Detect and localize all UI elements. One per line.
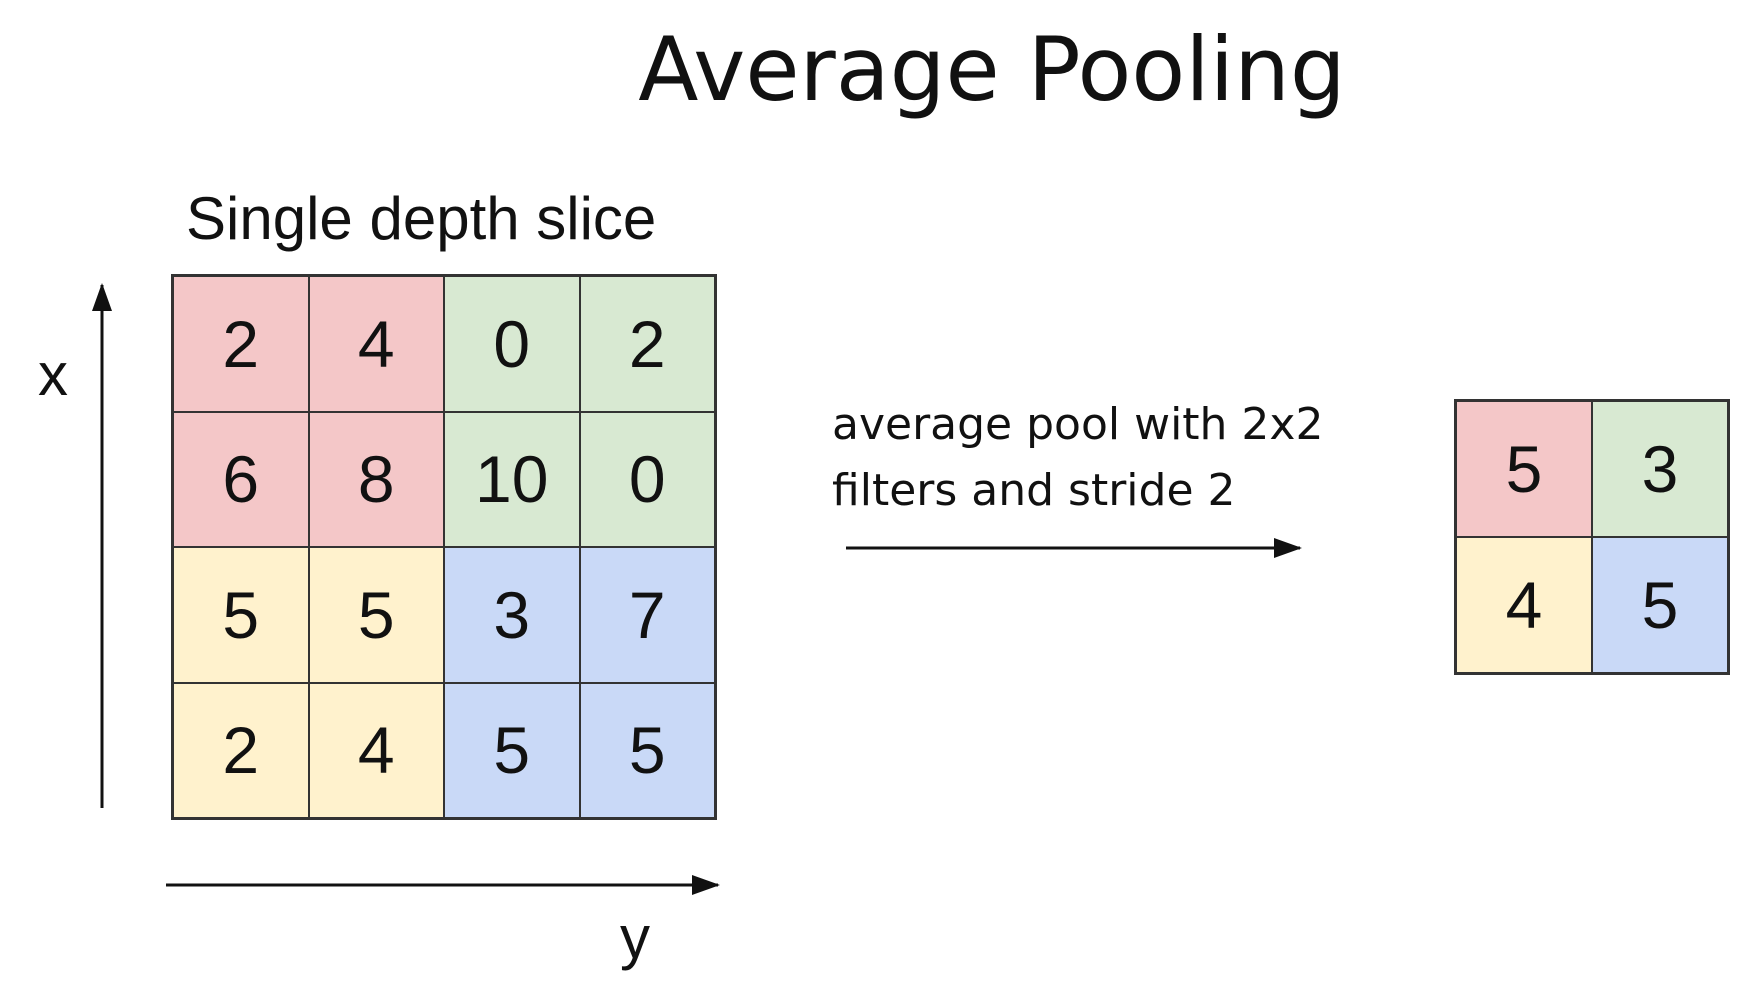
input-cell: 2 — [173, 276, 309, 412]
input-cell: 5 — [308, 547, 444, 683]
input-cell: 2 — [579, 276, 715, 412]
operation-line-2: filters and stride 2 — [832, 465, 1236, 516]
input-cell: 3 — [444, 547, 580, 683]
slice-label: Single depth slice — [186, 185, 657, 252]
input-cell: 4 — [308, 276, 444, 412]
input-cell: 2 — [173, 682, 309, 818]
operation-line-1: average pool with 2x2 — [832, 399, 1324, 450]
input-cell: 5 — [173, 547, 309, 683]
operation-label: average pool with 2x2 filters and stride… — [832, 392, 1323, 524]
input-cell: 6 — [173, 411, 309, 547]
output-cell: 3 — [1592, 401, 1728, 537]
input-cell: 8 — [308, 411, 444, 547]
input-cell: 7 — [579, 547, 715, 683]
input-cell: 10 — [444, 411, 580, 547]
input-cell: 4 — [308, 682, 444, 818]
input-cell: 5 — [579, 682, 715, 818]
output-cell: 4 — [1456, 537, 1592, 673]
output-cell: 5 — [1456, 401, 1592, 537]
x-axis-label: x — [38, 341, 68, 408]
input-cell: 5 — [444, 682, 580, 818]
input-matrix: 2 4 0 2 6 8 10 0 5 5 3 7 2 4 5 5 — [171, 274, 717, 820]
page-title: Average Pooling — [638, 18, 1346, 121]
y-axis-label: y — [620, 904, 650, 971]
input-cell: 0 — [579, 411, 715, 547]
input-cell: 0 — [444, 276, 580, 412]
output-cell: 5 — [1592, 537, 1728, 673]
